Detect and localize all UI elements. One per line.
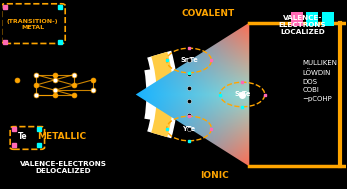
FancyBboxPatch shape — [306, 12, 318, 26]
Text: VALENCE-
ELECTRONS
LOCALIZED: VALENCE- ELECTRONS LOCALIZED — [279, 15, 327, 35]
FancyBboxPatch shape — [290, 12, 303, 26]
Text: YTe: YTe — [183, 125, 196, 132]
Text: METALLIC: METALLIC — [37, 132, 86, 141]
Text: Te: Te — [17, 132, 27, 141]
Text: SnTe: SnTe — [180, 57, 198, 64]
Text: COVALENT: COVALENT — [181, 9, 235, 19]
FancyBboxPatch shape — [322, 12, 333, 26]
Text: IONIC: IONIC — [201, 170, 229, 180]
Text: MULLIKEN
LÖWDIN
DOS
COBI
−pCOHP: MULLIKEN LÖWDIN DOS COBI −pCOHP — [303, 60, 338, 102]
Text: (TRANSITION-)
METAL: (TRANSITION-) METAL — [7, 19, 58, 30]
Text: SrTe: SrTe — [234, 91, 251, 98]
Text: VALENCE-ELECTRONS
DELOCALIZED: VALENCE-ELECTRONS DELOCALIZED — [20, 161, 107, 174]
